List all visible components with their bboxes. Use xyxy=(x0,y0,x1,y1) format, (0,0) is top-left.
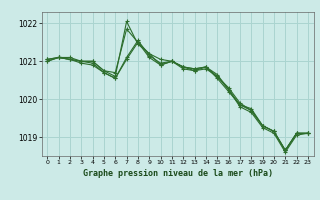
X-axis label: Graphe pression niveau de la mer (hPa): Graphe pression niveau de la mer (hPa) xyxy=(83,169,273,178)
